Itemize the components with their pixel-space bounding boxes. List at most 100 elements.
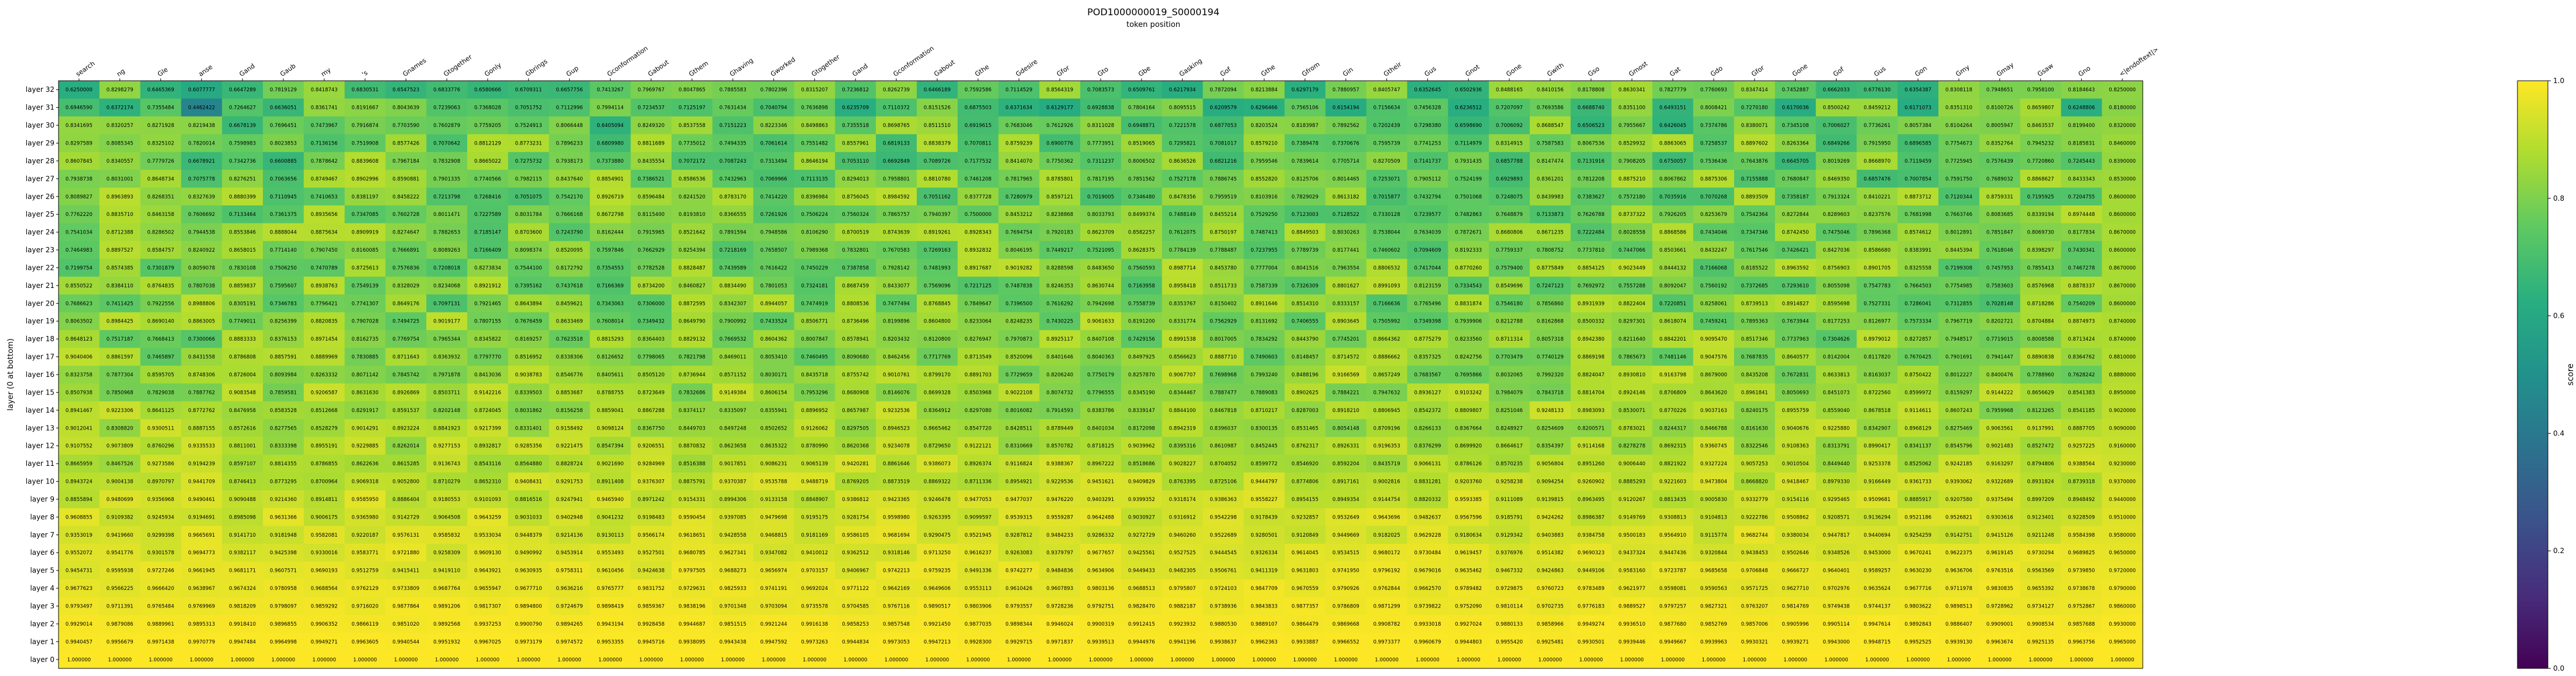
heatmap-cell-value: 0.6662033 bbox=[1823, 87, 1849, 93]
heatmap-cell-value: 0.8398297 bbox=[2027, 248, 2054, 253]
heatmap-cell bbox=[794, 312, 835, 331]
heatmap-cell-value: 0.8918210 bbox=[1332, 408, 1359, 414]
heatmap-cell-value: 0.7670583 bbox=[883, 248, 910, 253]
heatmap-cell bbox=[2102, 276, 2143, 295]
heatmap-cell bbox=[835, 205, 876, 224]
heatmap-cell-value: 0.7500000 bbox=[965, 212, 992, 218]
heatmap-cell bbox=[1448, 134, 1489, 153]
heatmap-cell-value: 0.9028227 bbox=[1169, 461, 1196, 467]
heatmap-cell-value: 0.8994306 bbox=[720, 497, 746, 503]
heatmap-cell-value: 0.9411319 bbox=[1251, 568, 1277, 574]
heatmap-cell bbox=[1244, 116, 1285, 135]
heatmap-cell-value: 0.8742450 bbox=[1782, 230, 1809, 236]
heatmap-cell bbox=[1856, 205, 1898, 224]
heatmap-cell-value: 0.8367664 bbox=[1455, 425, 1482, 431]
heatmap-cell-value: 0.7434046 bbox=[1700, 230, 1727, 236]
heatmap-cell bbox=[426, 348, 468, 366]
heatmap-cell bbox=[1734, 134, 1776, 153]
heatmap-cell-value: 0.7482863 bbox=[1455, 212, 1482, 218]
heatmap-cell-value: 0.9022108 bbox=[1005, 390, 1032, 396]
y-tick-label: layer 7 bbox=[30, 531, 54, 539]
heatmap-cell bbox=[1448, 152, 1489, 170]
heatmap-cell bbox=[631, 223, 672, 242]
heatmap-cell bbox=[1203, 312, 1244, 331]
heatmap-cell-value: 0.6857788 bbox=[1496, 159, 1523, 164]
heatmap-cell bbox=[1162, 401, 1203, 420]
heatmap-cell bbox=[1815, 81, 1857, 99]
heatmap-cell bbox=[344, 241, 386, 259]
heatmap-cell-value: 0.9938095 bbox=[679, 639, 705, 645]
heatmap-cell bbox=[876, 134, 917, 153]
heatmap-cell-value: 0.9424863 bbox=[1537, 568, 1564, 574]
heatmap-cell-value: 0.8126652 bbox=[597, 355, 624, 361]
heatmap-cell-value: 0.8435719 bbox=[1373, 461, 1400, 467]
heatmap-cell bbox=[385, 383, 427, 402]
heatmap-cell-value: 0.8549696 bbox=[1496, 283, 1523, 289]
heatmap-cell-value: 0.8633813 bbox=[1823, 372, 1849, 378]
heatmap-cell bbox=[1039, 98, 1081, 117]
heatmap-cell-value: 0.8253679 bbox=[1700, 212, 1727, 218]
heatmap-cell-value: 0.7608014 bbox=[597, 319, 624, 325]
heatmap-cell bbox=[1489, 330, 1530, 348]
heatmap-cell bbox=[672, 187, 713, 206]
heatmap-cell-value: 0.9967025 bbox=[474, 639, 501, 645]
heatmap-cell-value: 0.6600885 bbox=[270, 159, 297, 164]
heatmap-cell-value: 0.9221603 bbox=[1659, 479, 1686, 485]
heatmap-cell bbox=[2061, 152, 2102, 170]
heatmap-cell-value: 0.7940397 bbox=[924, 212, 951, 218]
heatmap-cell-value: 0.7617546 bbox=[1741, 248, 1768, 253]
heatmap-cell-value: 1.000000 bbox=[2029, 657, 2053, 663]
heatmap-cell-value: 0.8006502 bbox=[1128, 159, 1155, 164]
heatmap-cell-value: 0.7693586 bbox=[1537, 105, 1564, 111]
heatmap-cell bbox=[998, 134, 1040, 153]
heatmap-cell-value: 0.9514382 bbox=[1537, 550, 1564, 556]
heatmap-cell bbox=[1529, 205, 1571, 224]
heatmap-cell bbox=[1244, 205, 1285, 224]
heatmap-cell bbox=[344, 330, 386, 348]
heatmap-cell bbox=[998, 294, 1040, 313]
heatmap-cell-value: 0.9928458 bbox=[638, 622, 664, 627]
heatmap-cell-value: 0.7958801 bbox=[883, 176, 910, 182]
heatmap-cell bbox=[1244, 294, 1285, 313]
heatmap-cell-value: 0.9316912 bbox=[1169, 514, 1196, 520]
heatmap-cell bbox=[916, 81, 958, 99]
heatmap-cell-value: 0.8810780 bbox=[924, 176, 951, 182]
x-tick-label: Gfor bbox=[1055, 64, 1071, 78]
heatmap-cell bbox=[1080, 259, 1122, 277]
heatmap-cell-value: 0.7970873 bbox=[1005, 337, 1032, 342]
x-tick-label: Gconformation bbox=[606, 44, 649, 78]
heatmap-cell-value: 0.8763395 bbox=[1169, 479, 1196, 485]
heatmap-cell bbox=[753, 187, 794, 206]
heatmap-cell-value: 0.8271928 bbox=[148, 123, 174, 129]
heatmap-cell-value: 0.7081017 bbox=[1210, 140, 1236, 146]
heatmap-cell-value: 0.8211640 bbox=[1618, 337, 1645, 342]
heatmap-cell-value: 0.7922556 bbox=[148, 301, 174, 307]
heatmap-cell-value: 0.9621977 bbox=[1618, 586, 1645, 592]
heatmap-cell-value: 0.9453000 bbox=[1864, 550, 1890, 556]
heatmap-cell-value: 0.9527501 bbox=[638, 550, 664, 556]
heatmap-cell-value: 0.9534515 bbox=[1332, 550, 1359, 556]
heatmap-cell bbox=[1407, 276, 1448, 295]
heatmap-cell bbox=[2061, 330, 2102, 348]
heatmap-cell-value: 0.9943194 bbox=[597, 622, 624, 627]
x-tick-label: Gnot bbox=[1464, 63, 1481, 78]
heatmap-cell bbox=[1570, 134, 1612, 153]
heatmap-cell-value: 0.7544100 bbox=[515, 265, 542, 271]
heatmap-cell bbox=[1244, 383, 1285, 402]
heatmap-cell bbox=[59, 134, 100, 153]
heatmap-cell-value: 0.8772762 bbox=[188, 408, 215, 414]
heatmap-cell-value: 0.7971878 bbox=[433, 372, 460, 378]
heatmap-cell-value: 0.8257870 bbox=[1128, 372, 1155, 378]
heatmap-cell-value: 0.9952525 bbox=[1904, 639, 1931, 645]
heatmap-cell bbox=[1611, 259, 1653, 277]
heatmap-cell bbox=[712, 223, 754, 242]
heatmap-cell-value: 0.8286502 bbox=[148, 230, 174, 236]
heatmap-cell bbox=[2061, 223, 2102, 242]
heatmap-cell-value: 0.7125197 bbox=[679, 105, 705, 111]
heatmap-cell bbox=[1652, 81, 1694, 99]
heatmap-cell-value: 0.7681998 bbox=[1904, 212, 1931, 218]
heatmap-cell-value: 0.7028148 bbox=[1986, 301, 2013, 307]
heatmap-cell bbox=[59, 205, 100, 224]
heatmap-cell-value: 0.9814769 bbox=[1782, 604, 1809, 610]
heatmap-cell-value: 0.8887705 bbox=[2068, 425, 2095, 431]
